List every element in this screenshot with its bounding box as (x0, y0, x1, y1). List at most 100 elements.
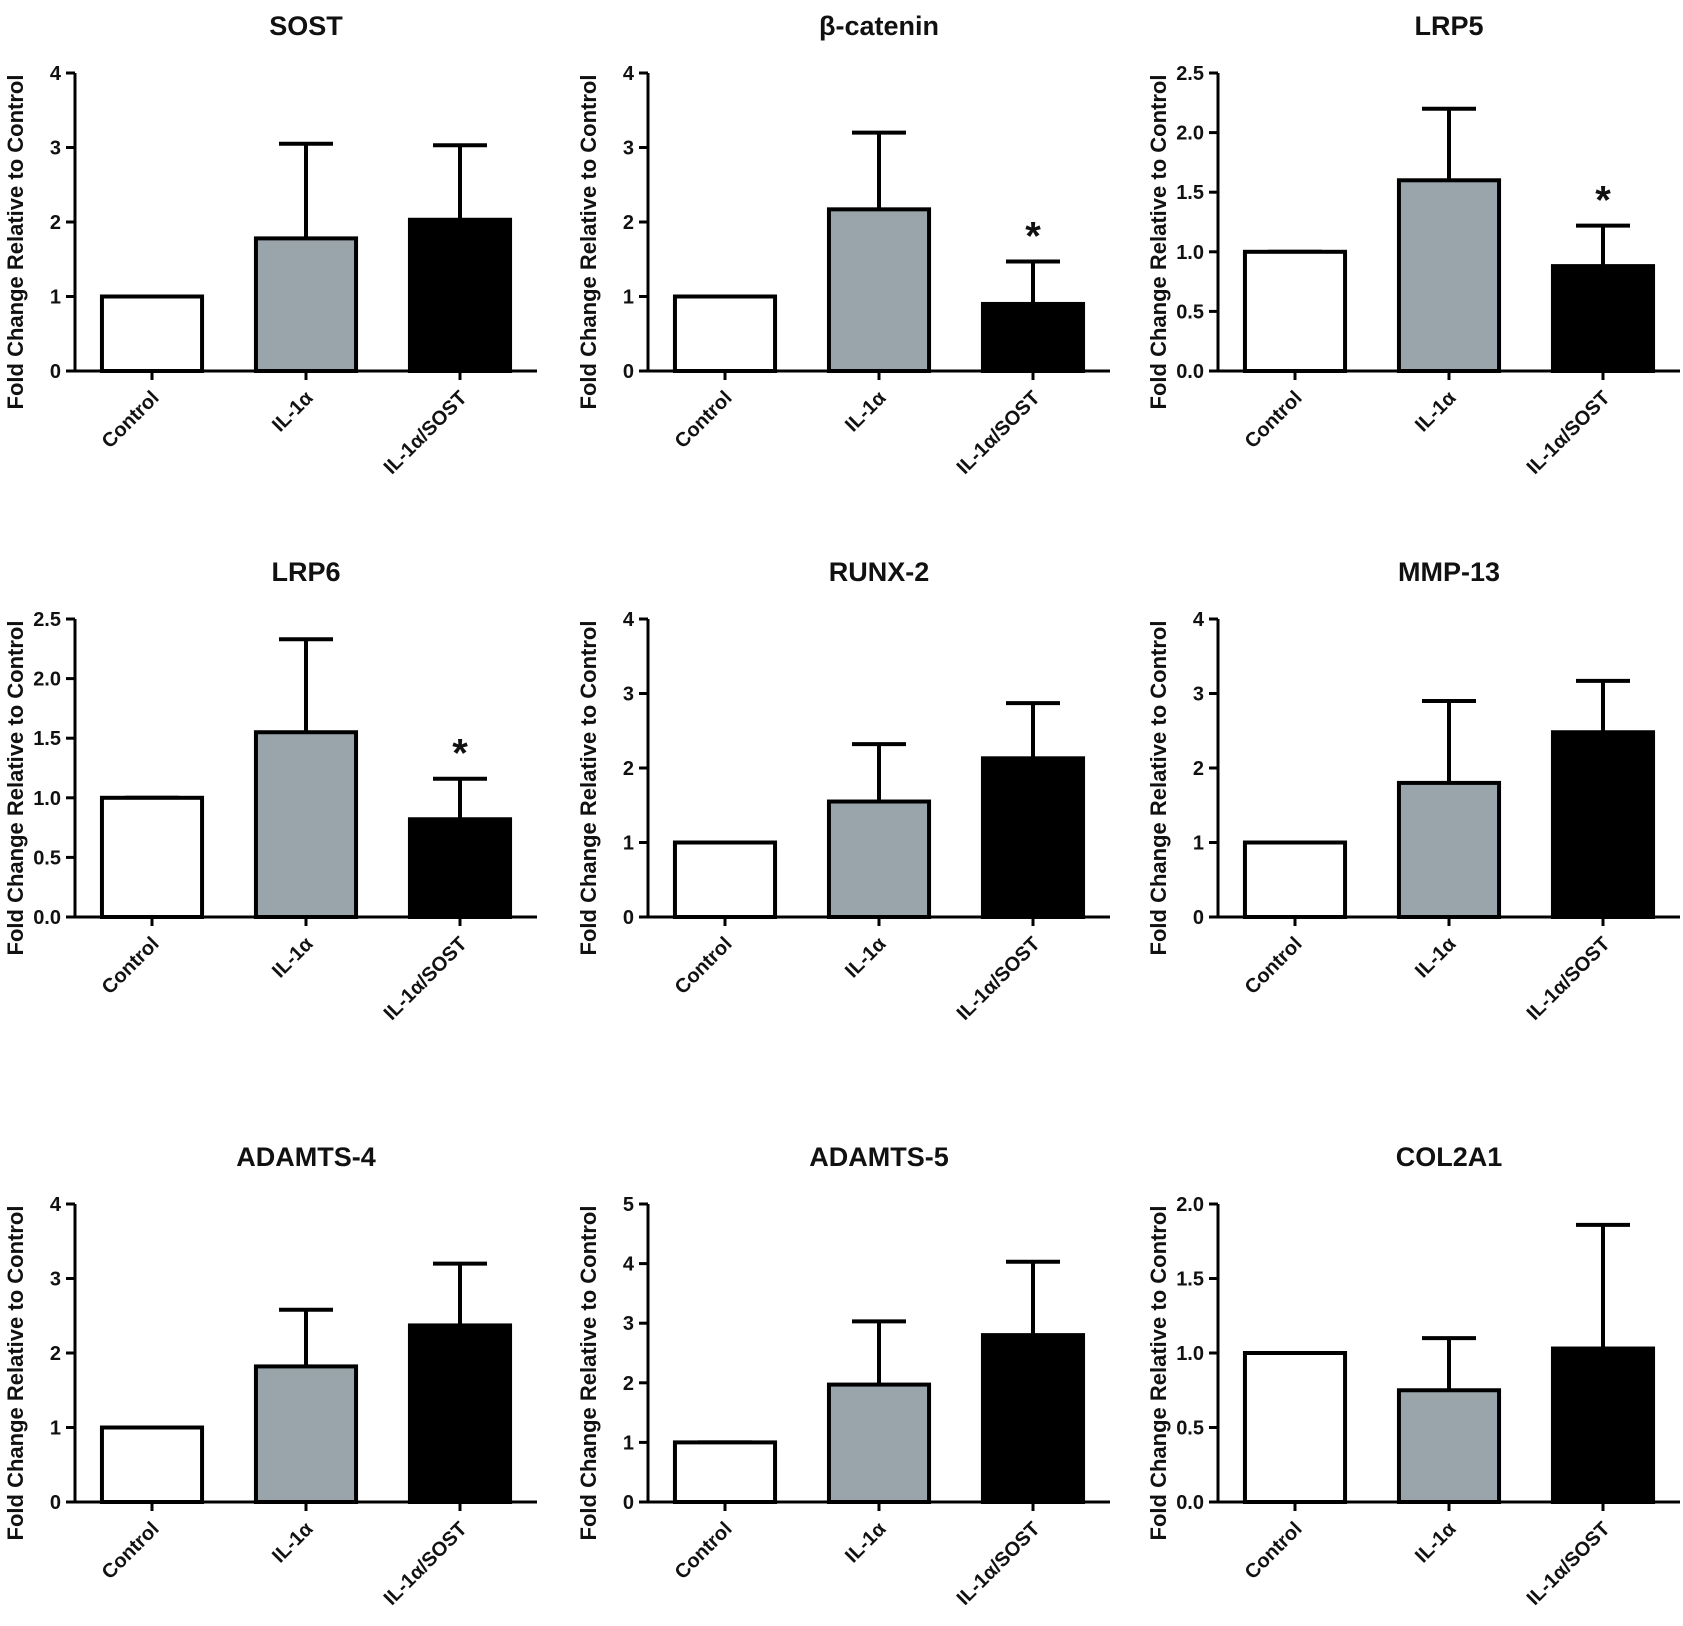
bar (253, 236, 359, 373)
bar (980, 1333, 1086, 1504)
bar (1242, 1351, 1348, 1504)
y-tick-label: 4 (50, 1194, 62, 1216)
y-axis-label: Fold Change Relative to Control (576, 75, 601, 410)
y-tick-label: 1 (1193, 833, 1204, 855)
y-tick-label: 1.5 (1176, 1269, 1204, 1291)
panel: β-catenin Fold Change Relative to Control… (576, 11, 1110, 479)
x-tick-label: IL-1α/SOST (953, 933, 1045, 1025)
x-tick-label: Control (671, 1518, 737, 1584)
y-tick-label: 1.0 (33, 788, 61, 810)
y-tick-label: 4 (623, 609, 635, 631)
bar (672, 1440, 778, 1504)
bar (99, 294, 205, 373)
y-tick-label: 2.0 (1176, 1194, 1204, 1216)
y-tick-label: 1 (50, 1418, 61, 1440)
x-tick-label: IL-1α (1411, 1517, 1461, 1567)
bar (1550, 730, 1656, 919)
y-tick-label: 0 (50, 361, 61, 383)
significance-mark: * (452, 732, 468, 776)
x-tick-label: IL-1α/SOST (380, 387, 472, 479)
x-tick-label: IL-1α (841, 386, 891, 436)
y-tick-label: 0 (623, 907, 634, 929)
x-tick-label: Control (1241, 933, 1307, 999)
panel: ADAMTS-4 Fold Change Relative to Control 0… (3, 1142, 537, 1610)
x-tick-label: IL-1α (841, 932, 891, 982)
panel: SOST Fold Change Relative to Control 0 1 2 3 4… (3, 11, 537, 479)
x-tick-label: IL-1α/SOST (380, 933, 472, 1025)
y-tick-label: 0.0 (33, 907, 61, 929)
x-tick-label: Control (671, 387, 737, 453)
bar (1396, 780, 1502, 919)
y-tick-label: 0 (50, 1492, 61, 1514)
x-tick-label: IL-1α/SOST (1523, 933, 1615, 1025)
panel: LRP5 Fold Change Relative to Control 0.0 0.… (1146, 11, 1680, 479)
bar (1396, 1388, 1502, 1504)
chart-title: LRP6 (271, 557, 340, 587)
y-tick-label: 2.5 (33, 609, 61, 631)
y-tick-label: 4 (1193, 609, 1205, 631)
y-axis-label: Fold Change Relative to Control (3, 75, 28, 410)
chart-title: RUNX-2 (829, 557, 930, 587)
x-tick-label: Control (98, 1518, 164, 1584)
chart-title: SOST (269, 11, 343, 41)
y-tick-label: 3 (623, 684, 634, 706)
bar (407, 817, 513, 919)
y-tick-label: 2.0 (1176, 123, 1204, 145)
bar (407, 217, 513, 373)
bar (1242, 840, 1348, 919)
y-tick-label: 1.0 (1176, 242, 1204, 264)
panel: RUNX-2 Fold Change Relative to Control 0 1 2… (576, 557, 1110, 1025)
y-tick-label: 3 (50, 138, 61, 160)
x-tick-label: IL-1α (1411, 386, 1461, 436)
y-tick-label: 0.5 (1176, 301, 1204, 323)
x-tick-label: IL-1α (268, 932, 318, 982)
y-tick-label: 0 (623, 361, 634, 383)
chart-title: COL2A1 (1396, 1142, 1503, 1172)
bar (1550, 264, 1656, 374)
x-tick-label: Control (98, 933, 164, 999)
bar (980, 756, 1086, 919)
chart-title: MMP-13 (1398, 557, 1500, 587)
y-tick-label: 2 (623, 758, 634, 780)
y-tick-label: 0.5 (1176, 1418, 1204, 1440)
bar (672, 294, 778, 373)
panel: MMP-13 Fold Change Relative to Control 0 1 2… (1146, 557, 1680, 1025)
y-tick-label: 2 (50, 1343, 61, 1365)
panel: LRP6 Fold Change Relative to Control 0.0 0.… (3, 557, 537, 1025)
y-axis-label: Fold Change Relative to Control (3, 1206, 28, 1541)
bar (826, 1382, 932, 1504)
bar (253, 730, 359, 919)
y-tick-label: 3 (623, 138, 634, 160)
y-axis-label: Fold Change Relative to Control (576, 1206, 601, 1541)
bar (1396, 178, 1502, 373)
x-tick-label: Control (1241, 1518, 1307, 1584)
y-tick-label: 0 (1193, 907, 1204, 929)
y-tick-label: 2.0 (33, 669, 61, 691)
x-tick-label: IL-1α (268, 1517, 318, 1567)
x-tick-label: IL-1α/SOST (953, 387, 1045, 479)
x-tick-label: IL-1α/SOST (1523, 387, 1615, 479)
bar (99, 795, 205, 919)
y-tick-label: 2 (623, 1373, 634, 1395)
y-tick-label: 1 (623, 287, 634, 309)
chart-title: LRP5 (1414, 11, 1483, 41)
x-tick-label: IL-1α/SOST (953, 1518, 1045, 1610)
bar (407, 1323, 513, 1504)
bar (826, 207, 932, 373)
bar (99, 1425, 205, 1504)
y-tick-label: 2 (50, 212, 61, 234)
y-axis-label: Fold Change Relative to Control (3, 621, 28, 956)
bar (1550, 1346, 1656, 1504)
y-tick-label: 5 (623, 1194, 634, 1216)
bar (826, 799, 932, 919)
y-tick-label: 1 (50, 287, 61, 309)
significance-mark: * (1025, 214, 1041, 258)
y-tick-label: 2 (1193, 758, 1204, 780)
y-axis-label: Fold Change Relative to Control (1146, 75, 1171, 410)
chart-title: ADAMTS-5 (809, 1142, 949, 1172)
y-tick-label: 3 (50, 1269, 61, 1291)
bar (1242, 249, 1348, 373)
bar (672, 840, 778, 919)
y-tick-label: 0.0 (1176, 361, 1204, 383)
